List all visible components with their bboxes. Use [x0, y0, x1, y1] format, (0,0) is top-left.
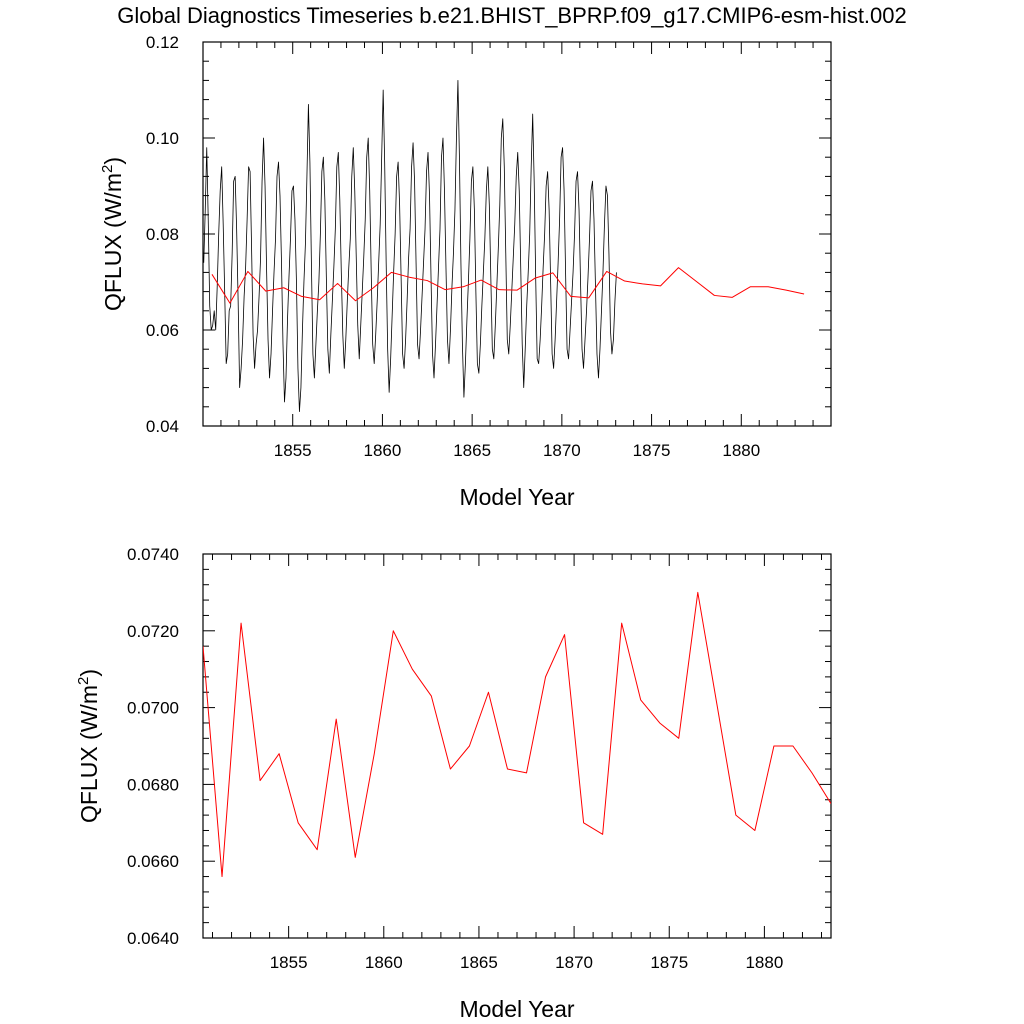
x-tick-label: 1870 [555, 953, 593, 972]
x-tick-label: 1870 [543, 441, 581, 460]
y-tick-label: 0.0720 [127, 622, 179, 641]
x-tick-label: 1860 [364, 441, 402, 460]
x-tick-label: 1880 [745, 953, 783, 972]
x-tick-label: 1855 [274, 441, 312, 460]
y-tick-label: 0.12 [146, 33, 179, 52]
y-tick-label: 0.06 [146, 321, 179, 340]
plot-frame [202, 41, 832, 427]
x-tick-label: 1855 [270, 953, 308, 972]
y-tick-label: 0.0680 [127, 775, 179, 794]
y-tick-label: 0.10 [146, 129, 179, 148]
x-axis-label: Model Year [459, 484, 574, 510]
y-axis-label: QFLUX (W/m2) [75, 669, 102, 823]
x-tick-label: 1865 [453, 441, 491, 460]
chart-panel-2: 1855 1860 1865 1870 1875 1880 0.0640 0.0660 0.06… [75, 545, 832, 1022]
plot-frame [202, 553, 832, 939]
y-axis-label: QFLUX (W/m2) [99, 157, 126, 311]
x-tick-label: 1860 [365, 953, 403, 972]
x-tick-label: 1875 [650, 953, 688, 972]
page-title: Global Diagnostics Timeseries b.e21.BHIS… [117, 3, 907, 28]
monthly-series-line [203, 80, 617, 413]
x-axis-label: Model Year [459, 996, 574, 1022]
y-tick-label: 0.08 [146, 225, 179, 244]
annual-mean-line [211, 267, 805, 304]
y-tick-label: 0.04 [146, 417, 179, 436]
annual-mean-line [203, 591, 831, 878]
x-tick-label: 1865 [460, 953, 498, 972]
x-tick-label: 1880 [722, 441, 760, 460]
y-tick-label: 0.0640 [127, 929, 179, 948]
y-tick-label: 0.0660 [127, 852, 179, 871]
y-tick-label: 0.0700 [127, 699, 179, 718]
x-tick-label: 1875 [633, 441, 671, 460]
y-tick-label: 0.0740 [127, 545, 179, 564]
chart-panel-1: 1855 1860 1865 1870 1875 1880 0.04 0.06 0.08 0.10… [99, 33, 832, 510]
